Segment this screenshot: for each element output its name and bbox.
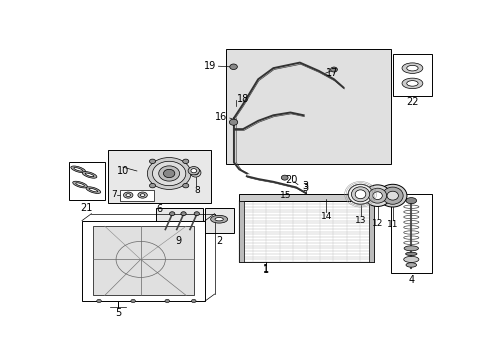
Text: 6: 6 — [156, 204, 163, 214]
Ellipse shape — [140, 194, 144, 197]
Ellipse shape — [386, 191, 398, 200]
Ellipse shape — [86, 187, 101, 193]
Ellipse shape — [190, 168, 201, 177]
Text: 11: 11 — [386, 220, 398, 229]
Bar — [239, 201, 244, 262]
Ellipse shape — [401, 78, 422, 89]
Ellipse shape — [163, 169, 175, 177]
Ellipse shape — [169, 212, 175, 216]
Ellipse shape — [194, 212, 199, 216]
Ellipse shape — [82, 171, 97, 178]
Ellipse shape — [403, 246, 418, 251]
Ellipse shape — [164, 299, 169, 303]
Text: 19: 19 — [203, 61, 215, 71]
Bar — [225, 49, 390, 164]
Ellipse shape — [183, 159, 188, 163]
Ellipse shape — [215, 217, 223, 221]
Text: 15: 15 — [280, 190, 291, 199]
Text: 7: 7 — [111, 190, 117, 199]
Ellipse shape — [406, 81, 417, 86]
Ellipse shape — [354, 190, 365, 199]
Ellipse shape — [372, 192, 382, 199]
Ellipse shape — [401, 63, 422, 73]
Ellipse shape — [126, 194, 130, 197]
Bar — [156, 208, 203, 233]
Text: 18: 18 — [236, 94, 248, 104]
Text: 3: 3 — [302, 183, 308, 193]
Bar — [68, 162, 104, 200]
Text: 8: 8 — [194, 186, 199, 195]
Ellipse shape — [138, 192, 147, 198]
Ellipse shape — [403, 256, 418, 262]
Ellipse shape — [330, 67, 337, 72]
Ellipse shape — [123, 192, 133, 198]
Text: 4: 4 — [407, 275, 413, 285]
Ellipse shape — [85, 173, 94, 177]
Ellipse shape — [405, 263, 416, 267]
Ellipse shape — [406, 66, 417, 71]
Ellipse shape — [76, 183, 84, 186]
Text: 20: 20 — [285, 175, 297, 185]
Ellipse shape — [73, 181, 87, 188]
Ellipse shape — [97, 299, 101, 303]
Text: 13: 13 — [354, 216, 366, 225]
Ellipse shape — [190, 168, 196, 173]
Ellipse shape — [74, 167, 82, 171]
Text: 1: 1 — [262, 265, 268, 275]
Bar — [93, 226, 193, 296]
Text: 14: 14 — [320, 212, 331, 221]
Text: 17: 17 — [326, 68, 338, 78]
Ellipse shape — [378, 184, 406, 207]
Ellipse shape — [193, 170, 198, 175]
Ellipse shape — [229, 119, 237, 125]
Ellipse shape — [351, 187, 369, 202]
Text: 12: 12 — [371, 219, 383, 228]
Ellipse shape — [71, 166, 85, 173]
Bar — [368, 201, 373, 262]
Text: 5: 5 — [115, 309, 121, 319]
Ellipse shape — [364, 185, 390, 207]
Text: 1: 1 — [262, 264, 268, 274]
Bar — [108, 150, 210, 203]
Ellipse shape — [183, 183, 188, 188]
Text: 3: 3 — [302, 181, 308, 191]
Text: 9: 9 — [175, 236, 182, 246]
Bar — [205, 208, 233, 233]
Ellipse shape — [147, 158, 190, 189]
Ellipse shape — [347, 184, 372, 204]
Ellipse shape — [181, 212, 186, 216]
Ellipse shape — [191, 299, 196, 303]
Ellipse shape — [159, 166, 179, 181]
Bar — [239, 201, 373, 262]
Ellipse shape — [152, 161, 185, 186]
Text: 2: 2 — [216, 236, 222, 246]
Ellipse shape — [149, 159, 155, 163]
Text: 10: 10 — [117, 166, 129, 176]
Ellipse shape — [229, 64, 237, 69]
Text: 22: 22 — [406, 97, 418, 107]
Bar — [239, 194, 373, 201]
Bar — [392, 54, 431, 96]
Ellipse shape — [131, 299, 135, 303]
Ellipse shape — [89, 188, 98, 192]
Ellipse shape — [281, 175, 287, 180]
Ellipse shape — [188, 167, 199, 175]
Ellipse shape — [368, 188, 386, 203]
Ellipse shape — [405, 198, 416, 204]
Text: 16: 16 — [214, 112, 226, 122]
Ellipse shape — [210, 215, 227, 223]
Ellipse shape — [149, 183, 155, 188]
Text: 21: 21 — [81, 203, 93, 213]
Ellipse shape — [382, 187, 402, 204]
Bar — [120, 190, 154, 201]
Ellipse shape — [405, 252, 416, 256]
Bar — [390, 194, 431, 273]
Bar — [82, 221, 205, 301]
